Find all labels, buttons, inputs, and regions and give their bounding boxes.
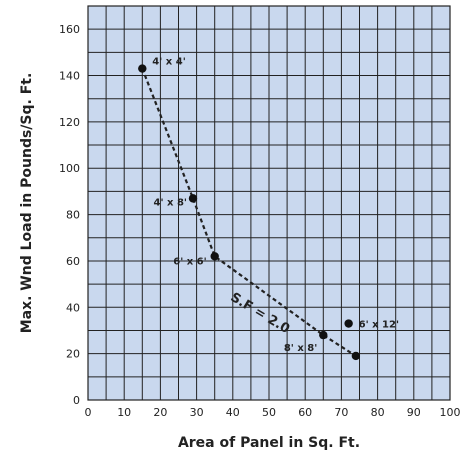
point-label: 8' x 8' [284, 343, 317, 354]
x-tick-labels: 0 10 20 30 40 50 60 70 80 90 100 [85, 406, 460, 419]
data-point [188, 194, 198, 203]
plot-border [87, 5, 451, 401]
x-tick-label: 40 [226, 406, 240, 419]
data-point [319, 330, 328, 340]
x-tick-label: 20 [153, 406, 167, 419]
y-tick-label: 0 [73, 394, 80, 407]
y-tick-labels: 0 20 40 60 80 100 120 140 160 [59, 23, 80, 407]
y-tick-label: 60 [66, 255, 80, 268]
x-axis-label: Area of Panel in Sq. Ft. [178, 435, 360, 451]
y-tick-label: 100 [59, 162, 80, 175]
data-point [210, 252, 219, 261]
point-label: 6' x 12' [359, 320, 399, 331]
y-tick-label: 160 [59, 23, 80, 36]
x-tick-label: 50 [262, 406, 276, 419]
x-tick-label: 100 [440, 406, 460, 419]
x-tick-label: 10 [117, 406, 131, 419]
point-label: 6' x 6' [173, 256, 206, 267]
x-tick-label: 60 [298, 406, 312, 419]
x-tick-label: 70 [334, 406, 348, 419]
y-axis-label: Max. Wnd Load in Pounds/Sq. Ft. [19, 73, 35, 334]
data-point [351, 351, 361, 361]
y-tick-label: 140 [59, 70, 80, 83]
data-point [344, 319, 353, 328]
x-tick-label: 90 [407, 406, 421, 419]
y-tick-label: 20 [66, 348, 80, 361]
x-tick-label: 0 [85, 406, 92, 419]
point-label: 4' x 4' [152, 57, 185, 68]
safety-factor-curve [141, 68, 357, 357]
y-tick-label: 80 [66, 209, 80, 222]
point-label: 4' x 8' [154, 197, 187, 208]
x-tick-label: 30 [190, 406, 204, 419]
data-points: 4' x 4' 4' x 8' 6' x 6' 8' x 8' 6' x 12' [138, 57, 399, 361]
x-tick-label: 80 [371, 406, 385, 419]
data-point [138, 64, 147, 73]
y-tick-label: 120 [59, 116, 80, 129]
y-tick-label: 40 [66, 301, 80, 314]
